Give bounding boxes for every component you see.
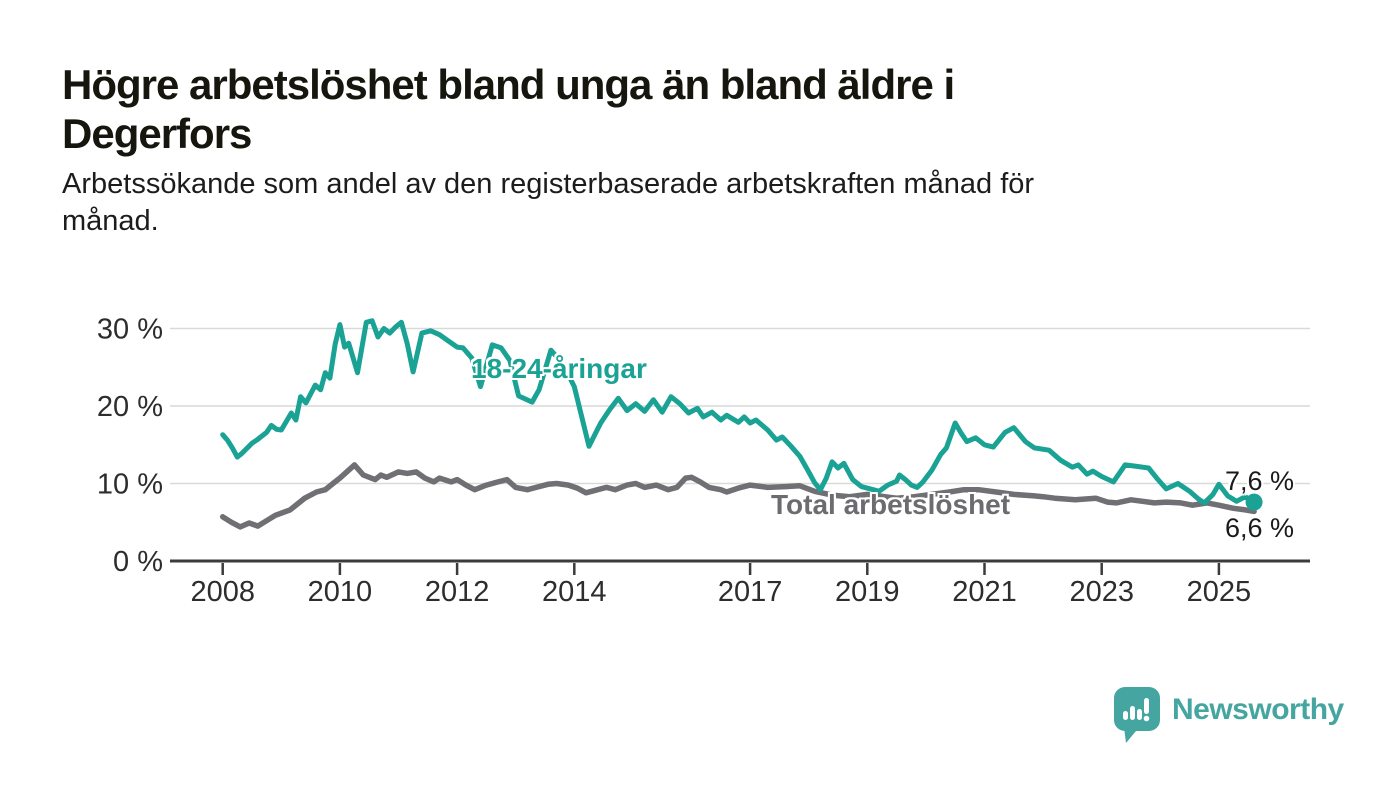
x-tick-label-2023: 2023 [1069, 576, 1134, 608]
line-series-18-24-åringar [220, 318, 1257, 506]
x-tick-label-2021: 2021 [952, 576, 1017, 608]
page-title: Högre arbetslöshet bland unga än bland ä… [62, 60, 1312, 158]
newsworthy-logo: Newsworthy [1113, 686, 1344, 744]
newsworthy-wordmark: Newsworthy [1172, 693, 1344, 726]
x-tick-label-2019: 2019 [835, 576, 900, 608]
bar-chart-icon [1123, 698, 1150, 722]
page-subtitle-line2: månad. [62, 205, 159, 237]
series-label-young: 18-24-åringar [471, 353, 647, 384]
page-title-line2: Degerfors [62, 110, 252, 157]
newsworthy-logo-mark [1114, 687, 1160, 743]
x-tick-label-2025: 2025 [1187, 576, 1252, 608]
page-subtitle: Arbetssökande som andel av den registerb… [62, 166, 1312, 240]
x-tick-label-2012: 2012 [425, 576, 490, 608]
line-series-Total arbetslöshet [219, 462, 1257, 530]
y-tick-label-20: 20 % [97, 391, 163, 423]
value-label-total: 6,6 % [1225, 513, 1295, 543]
x-tick-label-2010: 2010 [308, 576, 373, 608]
x-tick-label-2008: 2008 [190, 576, 255, 608]
x-tick-label-2017: 2017 [718, 576, 783, 608]
series-label-total: Total arbetslöshet [771, 489, 1011, 520]
page-subtitle-line1: Arbetssökande som andel av den registerb… [62, 168, 1035, 200]
page-title-line1: Högre arbetslöshet bland unga än bland ä… [62, 61, 955, 108]
y-tick-label-0: 0 % [113, 546, 163, 578]
y-tick-label-30: 30 % [97, 314, 163, 346]
series-end-dot [1245, 493, 1263, 511]
x-tick-label-2014: 2014 [542, 576, 607, 608]
y-tick-label-10: 10 % [97, 469, 163, 501]
value-label-young: 7,6 % [1225, 466, 1295, 496]
